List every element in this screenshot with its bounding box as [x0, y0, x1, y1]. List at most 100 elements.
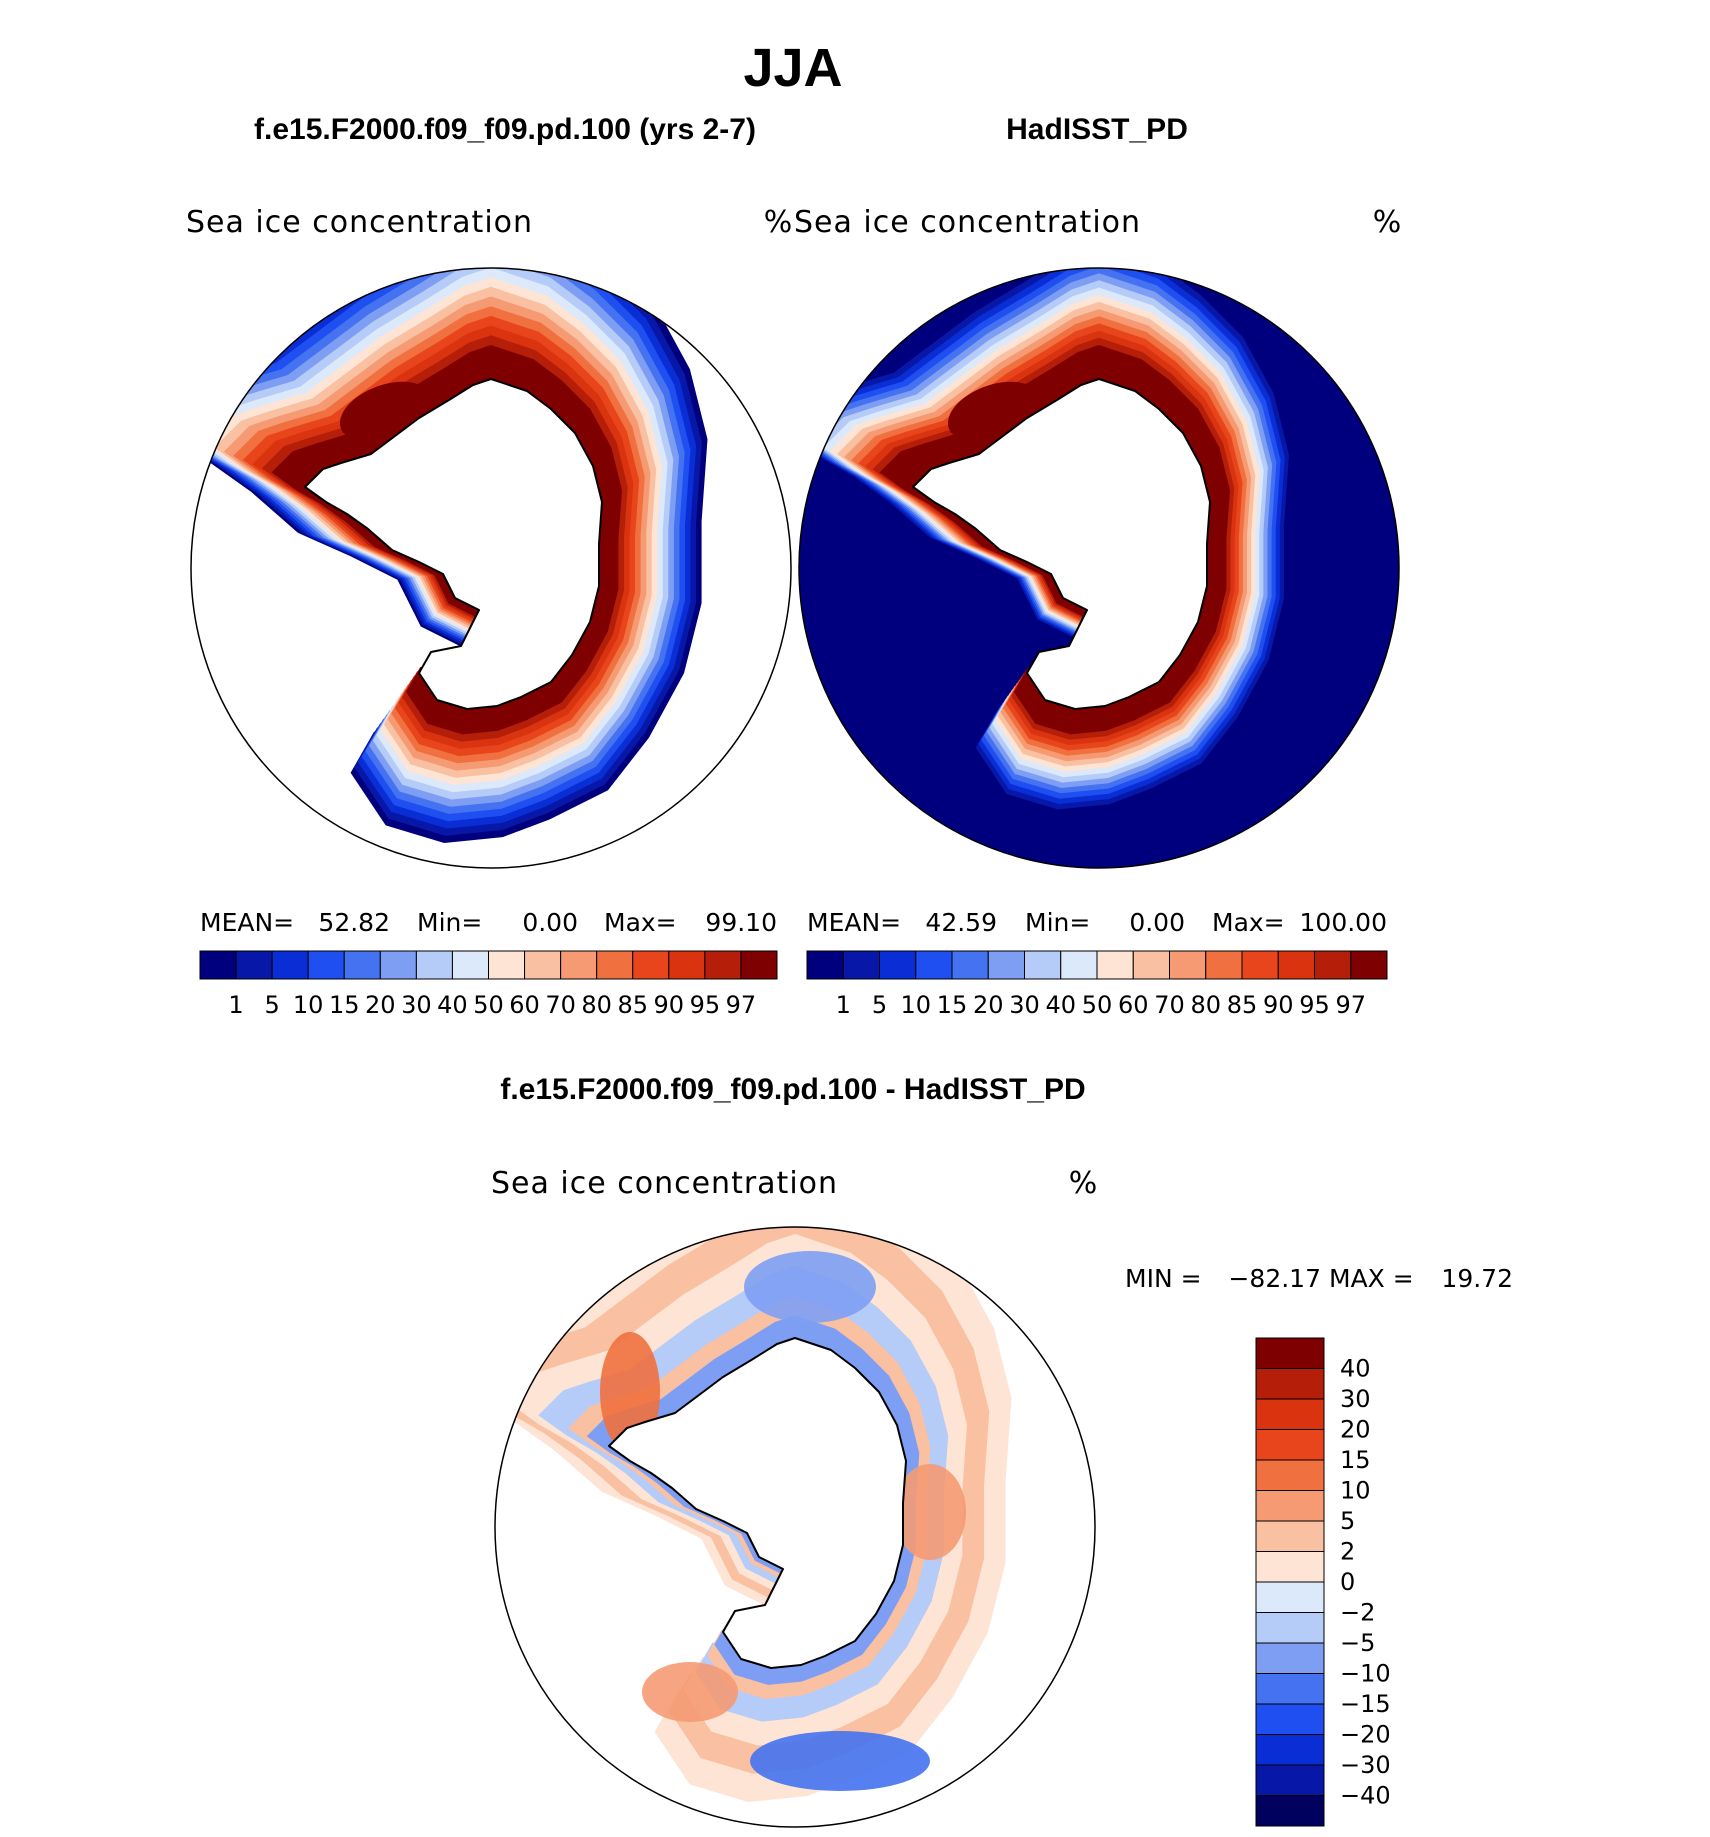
panel-diff-colorbar-swatch-4	[1255, 1673, 1325, 1705]
panel-model-colorbar-swatch-12	[632, 950, 670, 980]
panel-model-colorbar-swatch-10	[560, 950, 598, 980]
panel-diff-colorbar-tick-label: −10	[1340, 1660, 1391, 1688]
panel-diff-colorbar-swatch-8	[1255, 1551, 1325, 1583]
panel-obs-colorbar-swatch-13	[1277, 950, 1315, 980]
panel-model-colorbar-swatch-6	[415, 950, 453, 980]
panel-obs-max-label: Max=	[1212, 908, 1285, 937]
panel-model-colorbar-swatch-1	[235, 950, 273, 980]
panel-diff-variable: Sea ice concentration	[491, 1166, 838, 1201]
panel-obs-colorbar-swatch-9	[1132, 950, 1170, 980]
panel-model-colorbar-tick-label: 40	[437, 991, 468, 1019]
panel-obs-colorbar-swatch-2	[879, 950, 917, 980]
panel-diff-colorbar-tick-label: −20	[1340, 1721, 1391, 1749]
panel-obs-colorbar-swatch-4	[951, 950, 989, 980]
panel-obs-map	[798, 267, 1400, 869]
panel-model-colorbar-tick-label: 15	[329, 991, 360, 1019]
panel-model-colorbar-swatch-8	[488, 950, 526, 980]
panel-diff-colorbar-swatch-1	[1255, 1764, 1325, 1796]
panel-model-colorbar-tick-label: 95	[690, 991, 721, 1019]
panel-model-map	[190, 267, 792, 869]
panel-model-colorbar-tick-label: 30	[401, 991, 432, 1019]
panel-obs-title: HadISST_PD	[1006, 113, 1188, 146]
panel-obs-colorbar: 1 5 10 15 20 30 40 50 60 70 80 85 90 95 97	[806, 950, 1388, 1019]
panel-diff-colorbar-swatch-11	[1255, 1459, 1325, 1491]
panel-model-colorbar-tick-label: 97	[726, 991, 757, 1019]
panel-diff: f.e15.F2000.f09_f09.pd.100 - HadISST_PD …	[491, 1073, 1513, 1828]
panel-diff-anomaly-0	[744, 1251, 876, 1323]
panel-obs-antarctica	[912, 378, 1211, 710]
panel-diff-colorbar-tick-label: 10	[1340, 1477, 1371, 1505]
panel-obs-colorbar-tick-label: 40	[1045, 991, 1076, 1019]
panel-obs-colorbar-swatch-6	[1024, 950, 1062, 980]
panel-diff-colorbar-swatch-14	[1255, 1368, 1325, 1400]
panel-diff-max-label: MAX =	[1329, 1264, 1414, 1293]
panel-diff-antarctica	[608, 1337, 907, 1669]
panel-obs-colorbar-swatch-1	[842, 950, 880, 980]
panel-diff-stats: MIN = −82.17 MAX = 19.72	[1125, 1264, 1513, 1293]
panel-obs-colorbar-tick-label: 80	[1190, 991, 1221, 1019]
panel-diff-min-label: MIN =	[1125, 1264, 1202, 1293]
panel-model-antarctica	[304, 378, 603, 710]
panel-obs-max-value: 100.00	[1300, 908, 1387, 937]
panel-model-colorbar-tick-label: 70	[545, 991, 576, 1019]
panel-model-map-boundary	[190, 267, 792, 869]
panel-model-max-label: Max=	[604, 908, 677, 937]
panel-obs-colorbar-tick-label: 97	[1335, 991, 1366, 1019]
panel-model-colorbar-swatch-13	[668, 950, 706, 980]
panel-model-colorbar-tick-label: 20	[365, 991, 396, 1019]
panel-diff-min-value: −82.17	[1228, 1264, 1321, 1293]
panel-diff-colorbar-swatch-6	[1255, 1612, 1325, 1644]
panel-model-min-label: Min=	[417, 908, 482, 937]
panel-obs-units: %	[1373, 205, 1402, 240]
figure-title: JJA	[743, 38, 842, 98]
panel-diff-colorbar-swatch-2	[1255, 1734, 1325, 1766]
panel-model-colorbar-tick-label: 85	[617, 991, 648, 1019]
panel-diff-colorbar-swatch-5	[1255, 1642, 1325, 1674]
panel-diff-colorbar-tick-label: −40	[1340, 1782, 1391, 1810]
panel-diff-map	[494, 1226, 1096, 1828]
panel-obs-colorbar-tick-label: 15	[937, 991, 968, 1019]
panel-diff-coastline	[608, 1337, 907, 1669]
panel-obs-colorbar-tick-label: 10	[900, 991, 931, 1019]
panel-diff-colorbar-tick-label: −5	[1340, 1629, 1375, 1657]
panel-obs-stats: MEAN= 42.59 Min= 0.00 Max= 100.00	[807, 908, 1387, 937]
panel-diff-colorbar-swatch-3	[1255, 1703, 1325, 1735]
panel-obs-colorbar-tick-label: 95	[1299, 991, 1330, 1019]
panel-obs-colorbar-tick-label: 5	[872, 991, 887, 1019]
panel-obs-colorbar-tick-label: 1	[836, 991, 851, 1019]
panel-obs-colorbar-tick-label: 60	[1118, 991, 1149, 1019]
panel-model-colorbar-swatch-3	[307, 950, 345, 980]
panel-model-title: f.e15.F2000.f09_f09.pd.100 (yrs 2-7)	[254, 113, 756, 146]
panel-obs-colorbar-swatch-10	[1169, 950, 1207, 980]
panel-model-colorbar-swatch-14	[704, 950, 742, 980]
panel-diff-colorbar-tick-label: 40	[1340, 1355, 1371, 1383]
panel-model-colorbar-tick-label: 60	[509, 991, 540, 1019]
panel-model-units: %	[764, 205, 793, 240]
panel-obs-coastline	[912, 378, 1211, 710]
panel-model-colorbar-tick-label: 5	[264, 991, 279, 1019]
panel-model: f.e15.F2000.f09_f09.pd.100 (yrs 2-7) Sea…	[186, 113, 793, 1019]
panel-obs-colorbar-tick-label: 85	[1227, 991, 1258, 1019]
panel-diff-colorbar-swatch-13	[1255, 1398, 1325, 1430]
panel-model-mean-value: 52.82	[318, 908, 390, 937]
panel-diff-units: %	[1069, 1166, 1098, 1201]
panel-obs-colorbar-swatch-11	[1205, 950, 1243, 980]
panel-obs-mean-value: 42.59	[925, 908, 997, 937]
panel-model-colorbar-tick-label: 80	[581, 991, 612, 1019]
panel-diff-colorbar-tick-label: −30	[1340, 1751, 1391, 1779]
panel-diff-colorbar-swatch-10	[1255, 1490, 1325, 1522]
panel-diff-anomaly-3	[750, 1731, 930, 1791]
panel-obs-colorbar-swatch-14	[1314, 950, 1352, 980]
panel-obs-colorbar-swatch-15	[1350, 950, 1388, 980]
panel-model-stats: MEAN= 52.82 Min= 0.00 Max= 99.10	[200, 908, 777, 937]
panel-obs-colorbar-swatch-5	[987, 950, 1025, 980]
panel-obs-colorbar-swatch-12	[1241, 950, 1279, 980]
panel-model-min-value: 0.00	[522, 908, 578, 937]
panel-diff-colorbar-tick-label: 30	[1340, 1385, 1371, 1413]
panel-model-colorbar-swatch-0	[199, 950, 237, 980]
panel-model-colorbar-tick-label: 1	[228, 991, 243, 1019]
panel-model-colorbar-swatch-7	[451, 950, 489, 980]
panel-model-max-value: 99.10	[705, 908, 777, 937]
panel-diff-colorbar-swatch-0	[1255, 1795, 1325, 1827]
panel-model-colorbar-swatch-11	[596, 950, 634, 980]
